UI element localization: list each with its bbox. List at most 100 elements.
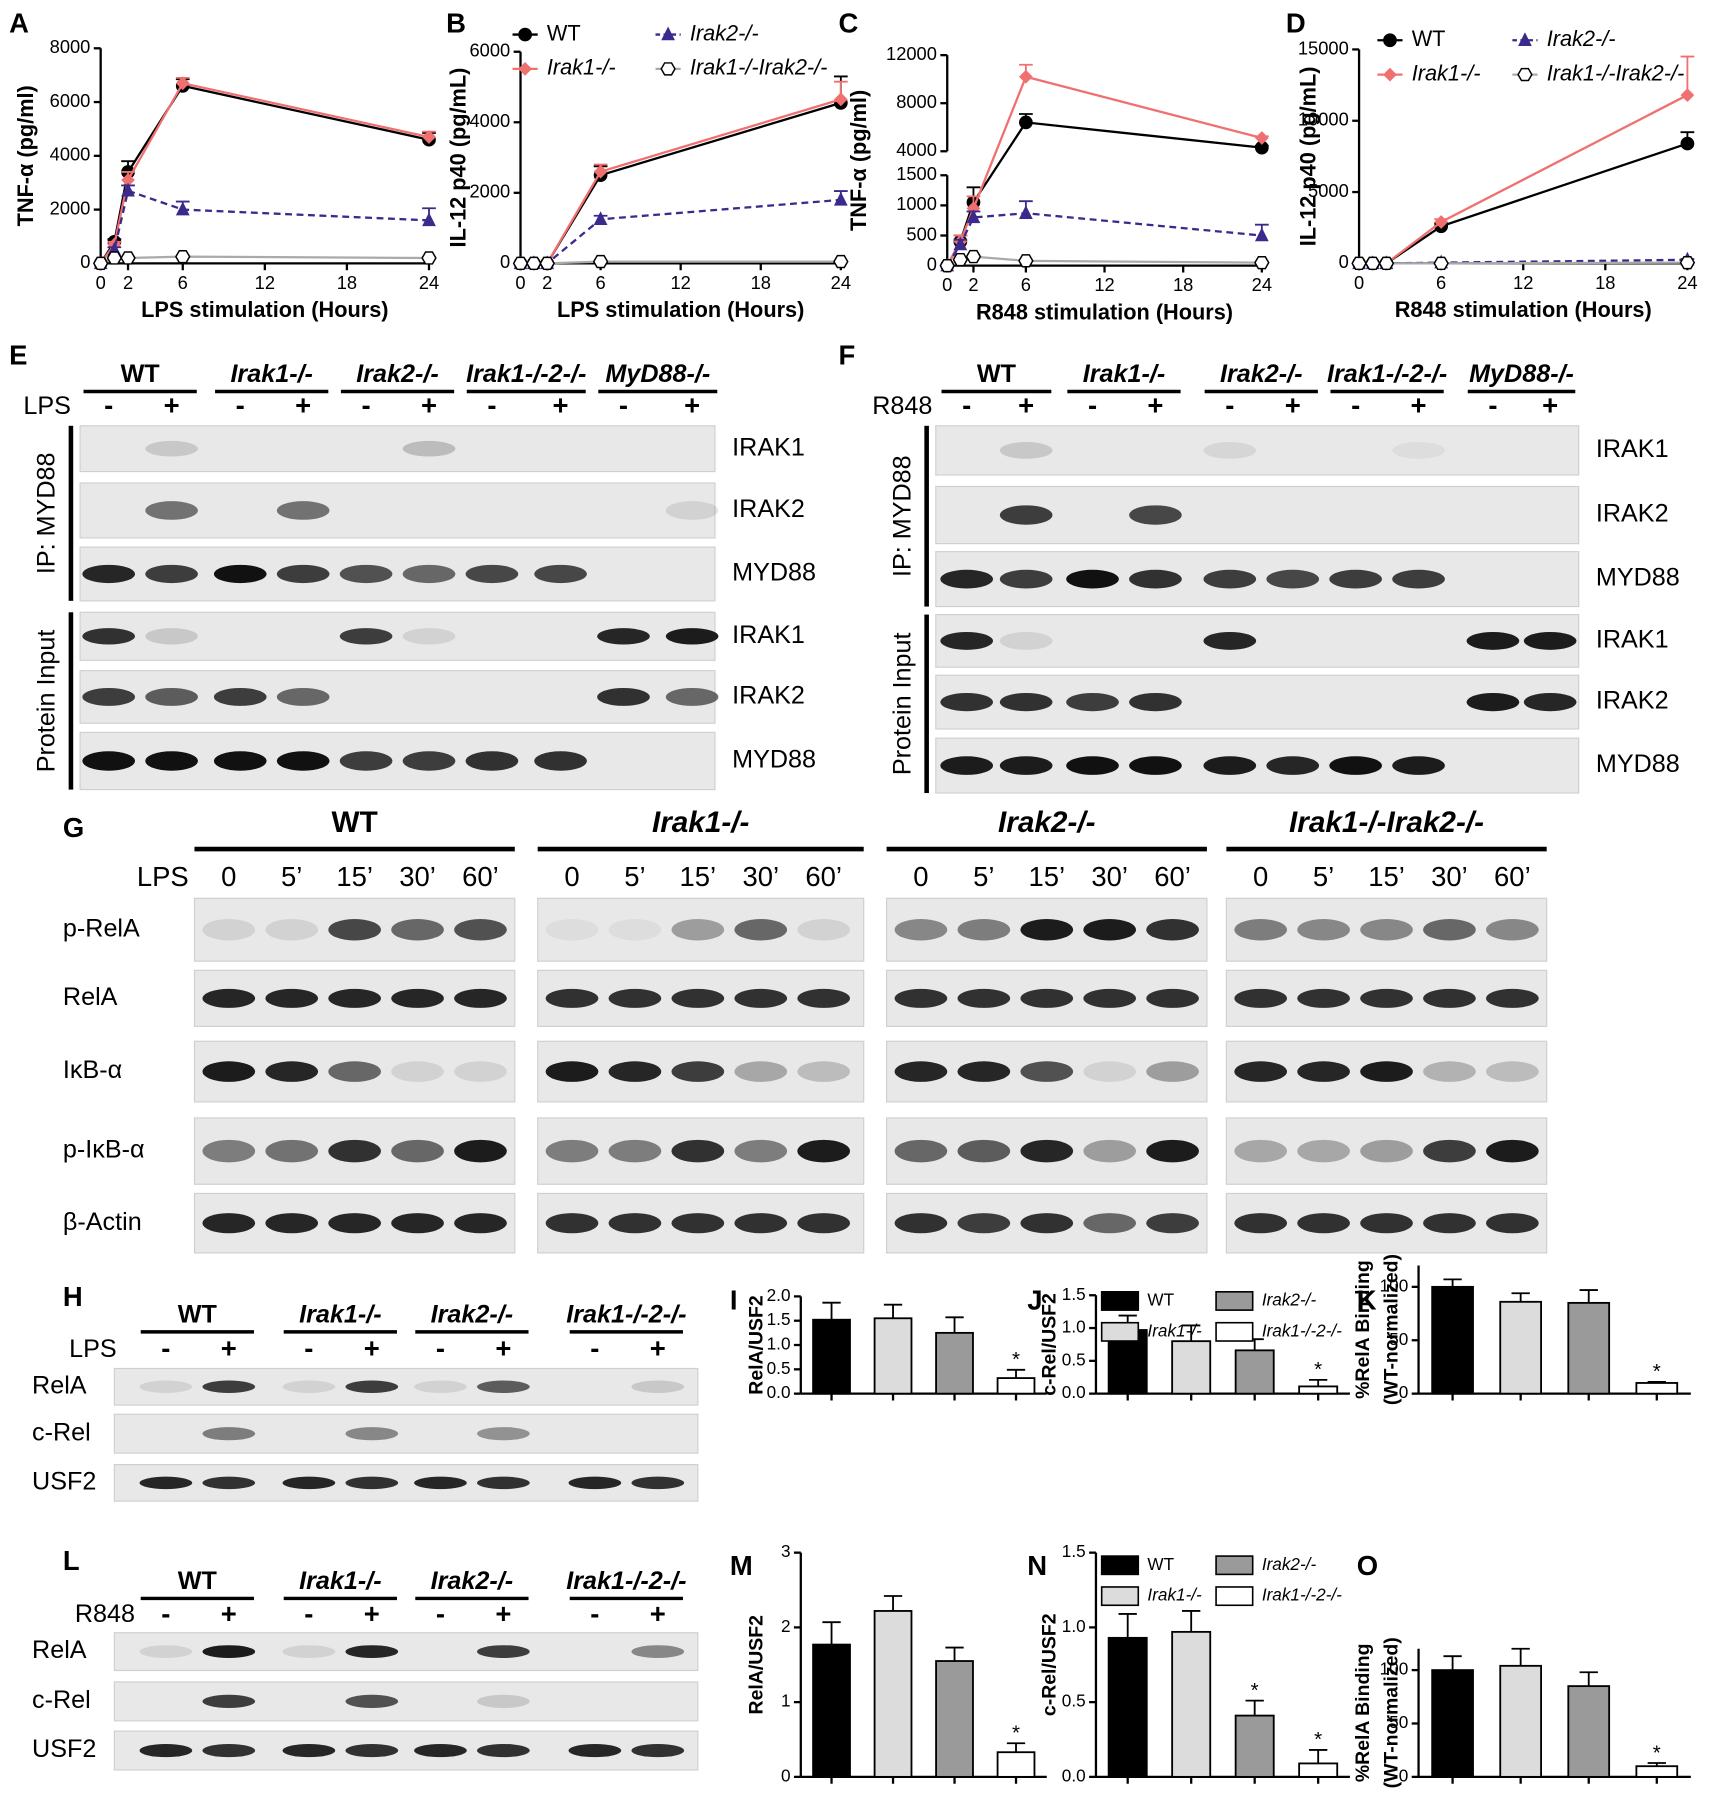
- band: [1360, 1061, 1413, 1082]
- legend-label: Irak2-/-: [1262, 1290, 1317, 1310]
- marker: [1351, 256, 1367, 271]
- section-label: IP: MYD88: [33, 453, 61, 575]
- marker: [1518, 32, 1532, 47]
- band: [213, 564, 267, 584]
- legend-label: Irak1-/-Irak2-/-: [1547, 60, 1685, 85]
- band: [1203, 756, 1257, 775]
- stimulus-label: LPS: [23, 392, 71, 420]
- band: [631, 1645, 685, 1659]
- band: [1020, 1213, 1074, 1234]
- band: [328, 1061, 381, 1082]
- time-label: 0: [1253, 861, 1268, 892]
- bar: [1298, 1385, 1339, 1395]
- y-tick-label: 0: [500, 251, 510, 272]
- row-label: MYD88: [1596, 564, 1680, 592]
- band: [940, 631, 993, 650]
- marker: [539, 256, 555, 271]
- y-tick-label: 0: [781, 1765, 791, 1785]
- band: [202, 1427, 256, 1441]
- legend-label: Irak1-/-: [1147, 1585, 1202, 1605]
- marker: [593, 211, 608, 225]
- group-label: Irak1-/-Irak2-/-: [1289, 806, 1484, 839]
- time-label: 60’: [1154, 861, 1191, 892]
- band: [391, 1061, 444, 1082]
- marker: [175, 201, 190, 216]
- band: [1234, 1139, 1287, 1163]
- error-bar: [822, 1621, 841, 1645]
- band: [631, 1380, 685, 1393]
- bar: [935, 1660, 974, 1778]
- band: [477, 1743, 530, 1758]
- blot-strip: [1225, 897, 1548, 962]
- band: [1486, 1061, 1539, 1082]
- band: [1466, 692, 1520, 712]
- band: [345, 1645, 399, 1659]
- y-tick-label: 50: [1389, 1329, 1408, 1349]
- legend-label: Irak1-/-: [1147, 1320, 1202, 1340]
- group-label: Irak1-/-: [1083, 360, 1166, 388]
- band: [534, 564, 587, 584]
- band: [545, 1213, 599, 1234]
- series-line: [520, 101, 842, 265]
- group-label: WT: [332, 806, 378, 839]
- bar: [1234, 1714, 1275, 1778]
- marker: [593, 164, 608, 179]
- treatment-label: +: [421, 390, 437, 421]
- band: [265, 1139, 319, 1163]
- legend-label: Irak2-/-: [1262, 1554, 1317, 1574]
- treatment-label: +: [1018, 390, 1034, 421]
- band: [999, 631, 1053, 650]
- x-tick-label: 12: [671, 272, 691, 293]
- error-bar: [1309, 1749, 1328, 1764]
- y-tick-label: 0: [1399, 1382, 1409, 1402]
- series-line: [99, 81, 430, 265]
- y-axis-title: (WT-normalized): [1380, 1254, 1402, 1405]
- treatment-label: +: [364, 1332, 380, 1363]
- band: [82, 564, 135, 584]
- time-label: 5’: [624, 861, 645, 892]
- band: [282, 1380, 336, 1393]
- blot-strip: [113, 1367, 699, 1406]
- band: [1234, 988, 1287, 1008]
- band: [1020, 919, 1074, 941]
- band: [282, 1743, 336, 1758]
- band: [797, 1139, 850, 1163]
- stimulus-label: R848: [75, 1600, 135, 1628]
- band: [328, 1213, 381, 1234]
- series-line: [520, 98, 842, 265]
- band: [145, 501, 198, 520]
- x-tick-label: 12: [255, 272, 275, 293]
- x-tick-label: 24: [831, 272, 851, 293]
- band: [671, 919, 725, 941]
- band: [339, 628, 393, 645]
- error-bar: [1182, 1610, 1201, 1632]
- band: [957, 1213, 1011, 1234]
- bar: [1107, 1636, 1148, 1778]
- y-axis-title: %RelA Binding: [1352, 1644, 1374, 1783]
- band: [1083, 1139, 1136, 1163]
- band: [957, 1139, 1011, 1163]
- band: [139, 1380, 193, 1393]
- series-line: [946, 255, 1262, 267]
- row-label: IκB-α: [63, 1056, 122, 1084]
- x-tick-label: 12: [1513, 272, 1533, 293]
- band: [1329, 569, 1382, 589]
- band: [1360, 1213, 1413, 1234]
- band: [1066, 756, 1119, 775]
- band: [1020, 1139, 1074, 1163]
- row-label: IRAK1: [732, 433, 805, 461]
- x-tick-label: 2: [542, 272, 552, 293]
- band: [665, 501, 719, 520]
- bar: [935, 1331, 974, 1395]
- y-tick-label: 1.5: [1062, 1541, 1086, 1561]
- band: [1329, 756, 1382, 775]
- section-bar: [924, 614, 929, 794]
- band: [465, 564, 519, 584]
- y-tick-label: 8000: [50, 36, 91, 57]
- band: [734, 1139, 788, 1163]
- y-tick-label: 0: [1399, 1765, 1409, 1785]
- marker: [833, 254, 849, 269]
- marker: [1019, 69, 1033, 84]
- x-axis-title: LPS stimulation (Hours): [557, 297, 804, 322]
- error-bar: [883, 1595, 903, 1611]
